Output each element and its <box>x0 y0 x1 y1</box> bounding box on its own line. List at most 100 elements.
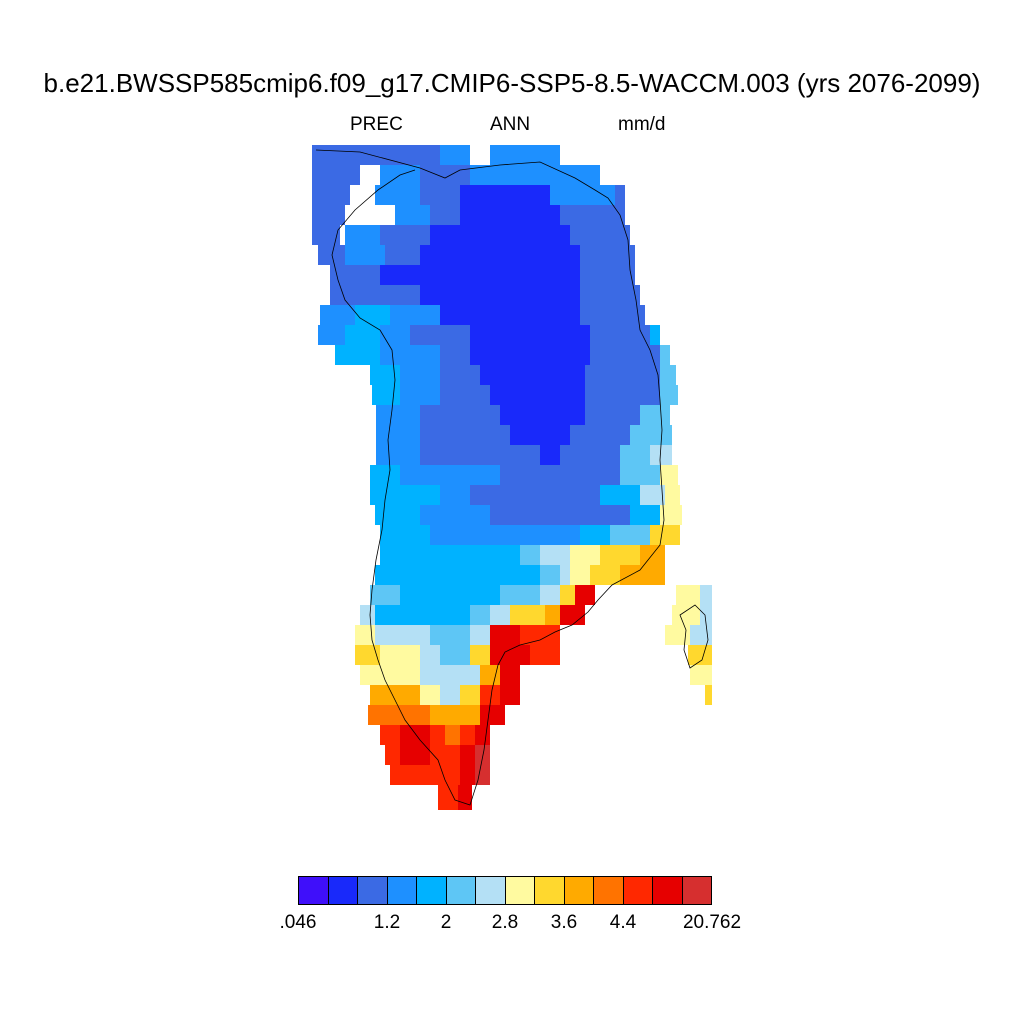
precip-cell <box>376 445 420 465</box>
precip-cell <box>550 185 615 205</box>
precip-cell <box>672 605 700 625</box>
precip-cell <box>312 185 350 205</box>
precip-cell <box>590 345 660 365</box>
plot-title: b.e21.BWSSP585cmip6.f09_g17.CMIP6-SSP5-8… <box>43 68 981 98</box>
precip-cell <box>690 665 712 685</box>
precip-cell <box>430 225 570 245</box>
precip-cell <box>560 565 570 585</box>
precip-cell <box>460 685 480 705</box>
precip-cell <box>470 165 520 185</box>
precip-cell <box>585 385 660 405</box>
precip-cell <box>470 645 490 665</box>
precip-cell <box>345 245 385 265</box>
colorbar-tick-label: 2 <box>440 912 452 933</box>
colorbar-swatch <box>417 877 447 904</box>
precip-cell <box>430 725 445 745</box>
precip-cell <box>640 405 670 425</box>
coastline-island <box>679 604 709 669</box>
colorbar-swatch <box>564 877 594 904</box>
precip-cell <box>375 185 420 205</box>
precip-cell <box>330 285 420 305</box>
precip-cell <box>520 165 600 185</box>
colorbar-swatch <box>446 877 476 904</box>
precip-cell <box>440 645 470 665</box>
season-label: ANN <box>490 114 531 135</box>
precip-cell <box>630 505 660 525</box>
precip-cell <box>345 225 380 245</box>
precip-cell <box>490 525 580 545</box>
precip-cell <box>376 405 420 425</box>
precip-cell <box>610 525 650 545</box>
precip-cell <box>410 325 470 345</box>
precip-cell <box>390 685 420 705</box>
precip-cell <box>475 725 490 745</box>
precip-cell <box>620 445 650 465</box>
precip-cell <box>375 605 420 625</box>
precip-cell <box>560 585 575 605</box>
precip-cell <box>376 425 420 445</box>
precip-cell <box>580 525 610 545</box>
precip-cell <box>400 625 430 645</box>
precip-cell <box>445 725 460 745</box>
precip-cell <box>458 785 472 810</box>
precip-cell <box>660 345 670 365</box>
precip-cell <box>500 405 585 425</box>
precip-cell <box>312 205 345 225</box>
variable-label: PREC <box>350 114 403 135</box>
precip-cell <box>345 325 380 345</box>
precip-cell <box>400 725 430 745</box>
precip-cell <box>470 605 490 625</box>
precip-cell <box>660 365 676 385</box>
precip-cell <box>320 305 355 325</box>
precip-cell <box>395 205 430 225</box>
precip-cell <box>370 685 390 705</box>
precip-cell <box>560 445 620 465</box>
precip-cell <box>650 525 680 545</box>
precip-cell <box>318 245 345 265</box>
precip-cell <box>665 485 680 505</box>
precip-cell <box>585 365 660 385</box>
precip-cell <box>330 265 380 285</box>
precip-cell <box>470 345 590 365</box>
precip-cell <box>400 585 500 605</box>
precip-cell <box>440 565 540 585</box>
precip-cell <box>470 625 490 645</box>
precip-cell <box>460 725 475 745</box>
precip-cell <box>510 605 545 625</box>
precip-cell <box>500 585 540 605</box>
colorbar-swatch <box>623 877 653 904</box>
precip-cell <box>420 165 470 185</box>
precip-cell <box>705 685 712 705</box>
colorbar-swatch <box>594 877 624 904</box>
precip-cell <box>480 665 500 685</box>
precip-cell <box>440 545 520 565</box>
precip-cell <box>490 645 530 665</box>
precip-cell <box>390 765 440 785</box>
precip-cell <box>650 445 672 465</box>
precip-cell <box>560 205 625 225</box>
colorbar-swatch <box>653 877 683 904</box>
precip-cell <box>385 245 420 265</box>
precip-cell <box>390 305 440 325</box>
precip-cell <box>318 325 345 345</box>
precip-cell <box>575 585 595 605</box>
precip-cell <box>540 565 560 585</box>
colorbar-swatch <box>535 877 565 904</box>
precip-cell <box>490 625 520 645</box>
precip-cell <box>438 785 458 810</box>
precip-cell <box>590 325 650 345</box>
precip-cell <box>540 545 570 565</box>
precip-cell <box>440 685 460 705</box>
precip-cell <box>380 645 420 665</box>
precip-cell <box>520 625 560 645</box>
coastline <box>315 149 665 806</box>
precip-cell <box>590 565 620 585</box>
precip-cell <box>420 685 440 705</box>
precip-cell <box>500 705 505 725</box>
precip-cell <box>700 585 712 605</box>
precip-cell <box>500 665 520 685</box>
precip-cell <box>570 545 600 565</box>
precip-cell <box>380 345 440 365</box>
precip-cell <box>375 505 420 525</box>
